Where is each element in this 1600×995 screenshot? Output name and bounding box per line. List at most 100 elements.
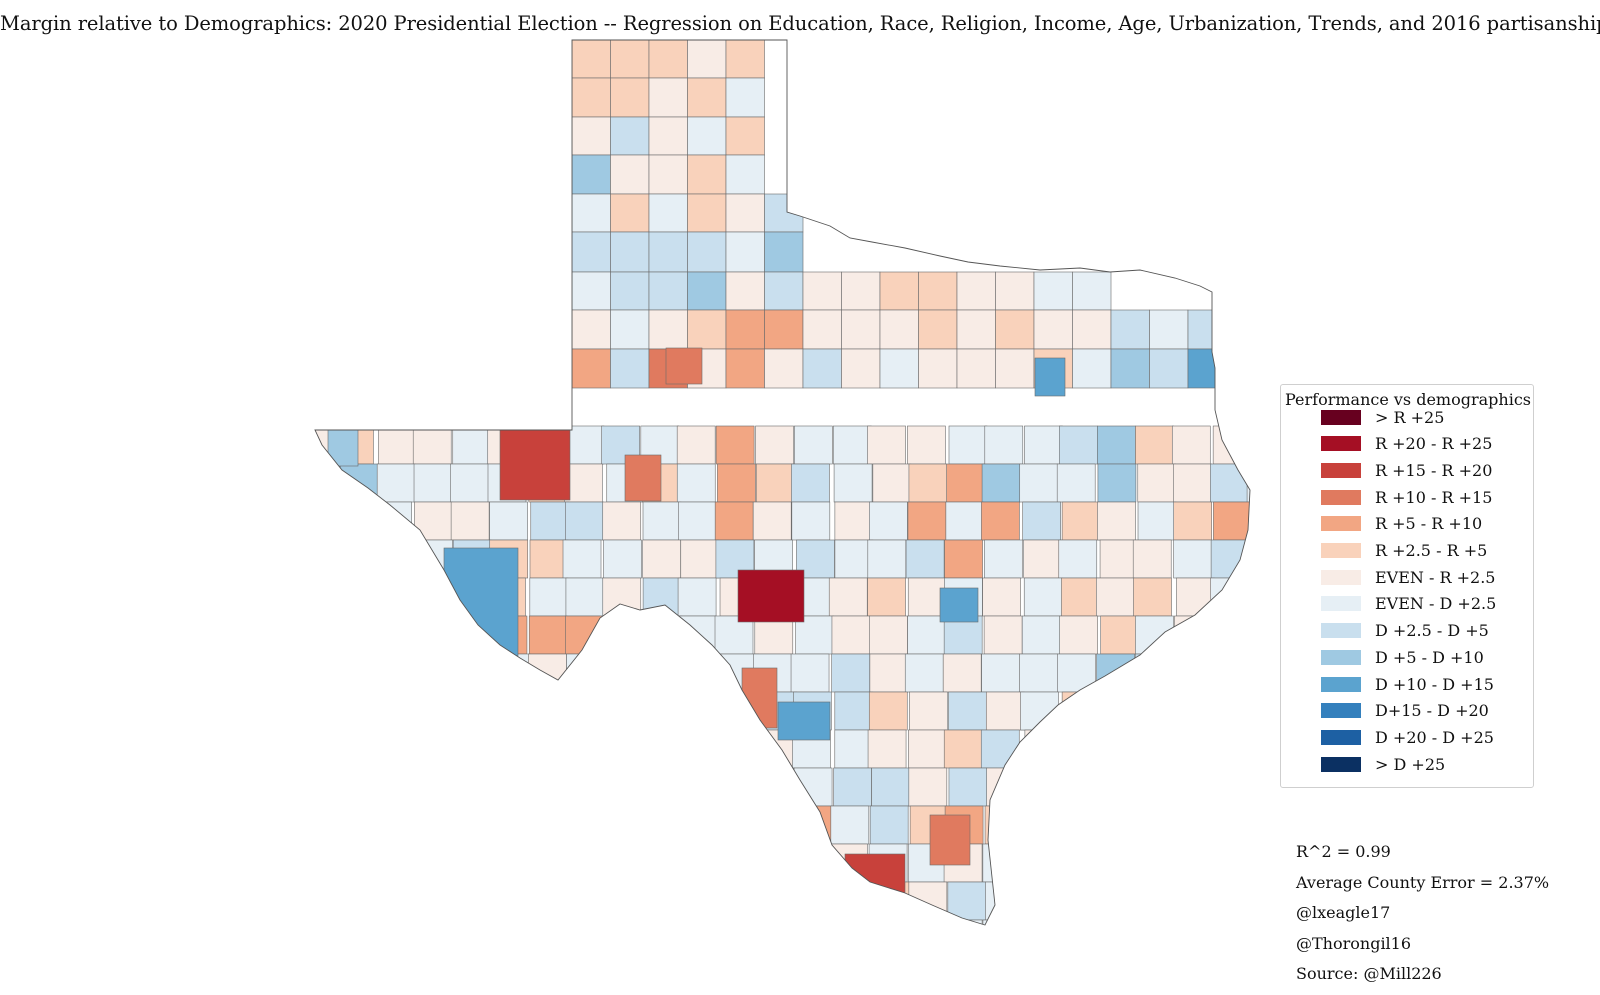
county (491, 691, 530, 731)
county (566, 843, 606, 883)
county (1175, 805, 1214, 845)
county (948, 425, 988, 465)
county (665, 347, 703, 385)
county (832, 881, 871, 921)
county (1246, 805, 1250, 845)
county (640, 691, 680, 731)
county (448, 805, 488, 845)
county (764, 348, 804, 389)
county (754, 615, 794, 655)
county (1099, 691, 1139, 731)
county (1033, 271, 1073, 311)
county (687, 154, 727, 195)
county (571, 193, 611, 233)
county (1022, 501, 1061, 541)
county (605, 805, 645, 845)
county (1061, 691, 1101, 731)
county (792, 919, 831, 925)
county (1100, 615, 1140, 655)
county (489, 501, 528, 541)
county (956, 348, 996, 389)
county (610, 271, 650, 311)
county (451, 653, 491, 693)
county (983, 539, 1023, 579)
county (1022, 919, 1061, 925)
county (867, 729, 907, 769)
county (604, 691, 644, 731)
county (1019, 653, 1058, 693)
county (1171, 425, 1211, 465)
legend-item: D +2.5 - D +5 (1321, 620, 1489, 642)
county (676, 805, 716, 845)
county (1059, 425, 1098, 465)
county (828, 577, 868, 617)
county (867, 919, 907, 925)
legend-swatch (1321, 409, 1361, 425)
county (639, 729, 678, 769)
county (833, 463, 873, 503)
county (525, 843, 564, 883)
county (648, 154, 688, 195)
legend-swatch (1321, 436, 1361, 452)
county (791, 501, 831, 541)
county (908, 881, 948, 921)
legend-label: R +15 - R +20 (1375, 460, 1493, 480)
county (526, 805, 566, 845)
county (526, 767, 565, 807)
county (1250, 882, 1288, 920)
county (1024, 805, 1063, 845)
county (648, 231, 688, 273)
county (676, 463, 716, 503)
county (714, 501, 754, 541)
county (944, 539, 983, 579)
county (492, 919, 531, 925)
county (833, 767, 872, 807)
credit-handle: @Thorongil16 (1296, 933, 1412, 953)
county (777, 701, 831, 741)
county (1097, 463, 1137, 503)
county (1058, 539, 1098, 579)
county (725, 116, 765, 156)
county (764, 309, 804, 350)
county (1213, 501, 1250, 541)
county (879, 348, 919, 389)
county (415, 881, 454, 921)
county (1096, 653, 1135, 693)
stats-block: R^2 = 0.99 Average County Error = 2.37% … (1296, 842, 1549, 995)
county (1100, 729, 1139, 769)
county (1210, 919, 1249, 925)
county (610, 193, 650, 233)
county (790, 653, 830, 693)
legend-swatch (1321, 543, 1361, 558)
county (334, 805, 374, 845)
county (680, 767, 720, 807)
county (412, 805, 451, 845)
county (1173, 463, 1212, 503)
county (1021, 767, 1060, 807)
county (1110, 348, 1150, 389)
county (1135, 653, 1174, 693)
county (639, 805, 679, 845)
county (984, 805, 1024, 845)
county (1100, 843, 1139, 883)
county (339, 615, 378, 655)
county (565, 501, 604, 541)
county (682, 691, 722, 731)
county (491, 805, 531, 845)
county (755, 425, 794, 465)
county (414, 767, 454, 807)
legend-label: D +20 - D +25 (1375, 727, 1494, 747)
county (764, 231, 804, 273)
legend-item: D +20 - D +25 (1321, 726, 1494, 748)
county (377, 577, 417, 617)
county (795, 615, 834, 655)
county (315, 843, 340, 883)
county (1187, 348, 1227, 389)
county (908, 463, 948, 503)
county (1096, 919, 1135, 925)
county (1061, 577, 1100, 617)
county (488, 767, 528, 807)
county (676, 919, 716, 925)
county (335, 843, 374, 883)
